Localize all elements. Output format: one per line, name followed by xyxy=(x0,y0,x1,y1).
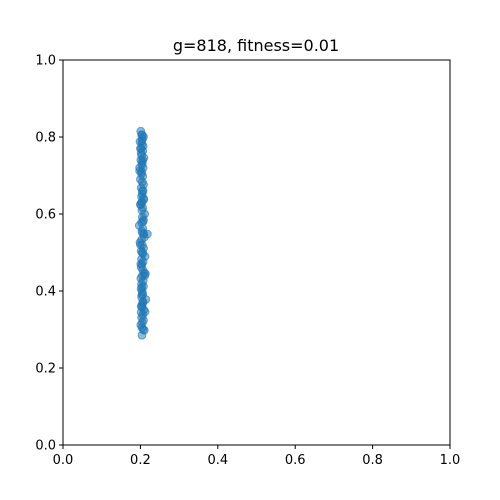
y-tick-label: 0.6 xyxy=(35,208,56,223)
scatter-point xyxy=(136,259,146,269)
x-tick-label: 0.2 xyxy=(130,453,151,468)
x-tick-label: 0.8 xyxy=(362,453,383,468)
scatter-point xyxy=(137,290,147,300)
scatter-point xyxy=(136,240,145,250)
scatter-point xyxy=(137,130,147,140)
y-tick-label: 1.0 xyxy=(35,54,56,69)
axes-frame xyxy=(62,59,451,446)
scatter-point xyxy=(138,155,148,165)
y-tick-label: 0.0 xyxy=(35,439,56,454)
scatter-point xyxy=(137,167,146,177)
plot-area xyxy=(63,60,450,445)
y-tick-label: 0.8 xyxy=(35,131,56,146)
x-tick-label: 1.0 xyxy=(440,453,461,468)
scatter-point xyxy=(138,228,148,238)
scatter-point xyxy=(140,271,150,281)
y-tick-label: 0.4 xyxy=(35,285,56,300)
y-axis: 0.0 0.2 0.4 0.6 0.8 1.0 xyxy=(35,54,63,454)
chart-title: g=818, fitness=0.01 xyxy=(173,36,339,55)
y-tick-label: 0.2 xyxy=(35,362,56,377)
scatter-point xyxy=(137,282,146,292)
scatter-point xyxy=(137,330,147,340)
scatter-point xyxy=(136,144,146,153)
points-layer xyxy=(134,126,152,340)
x-tick-label: 0.4 xyxy=(207,453,228,468)
x-tick-label: 0.0 xyxy=(53,453,74,468)
scatter-point xyxy=(138,298,148,307)
scatter-point xyxy=(138,217,148,227)
x-axis: 0.0 0.2 0.4 0.6 0.8 1.0 xyxy=(53,445,461,468)
x-tick-label: 0.6 xyxy=(285,453,306,468)
scatter-point xyxy=(139,194,148,204)
scatter-point xyxy=(137,248,147,257)
scatter-point xyxy=(137,186,147,196)
